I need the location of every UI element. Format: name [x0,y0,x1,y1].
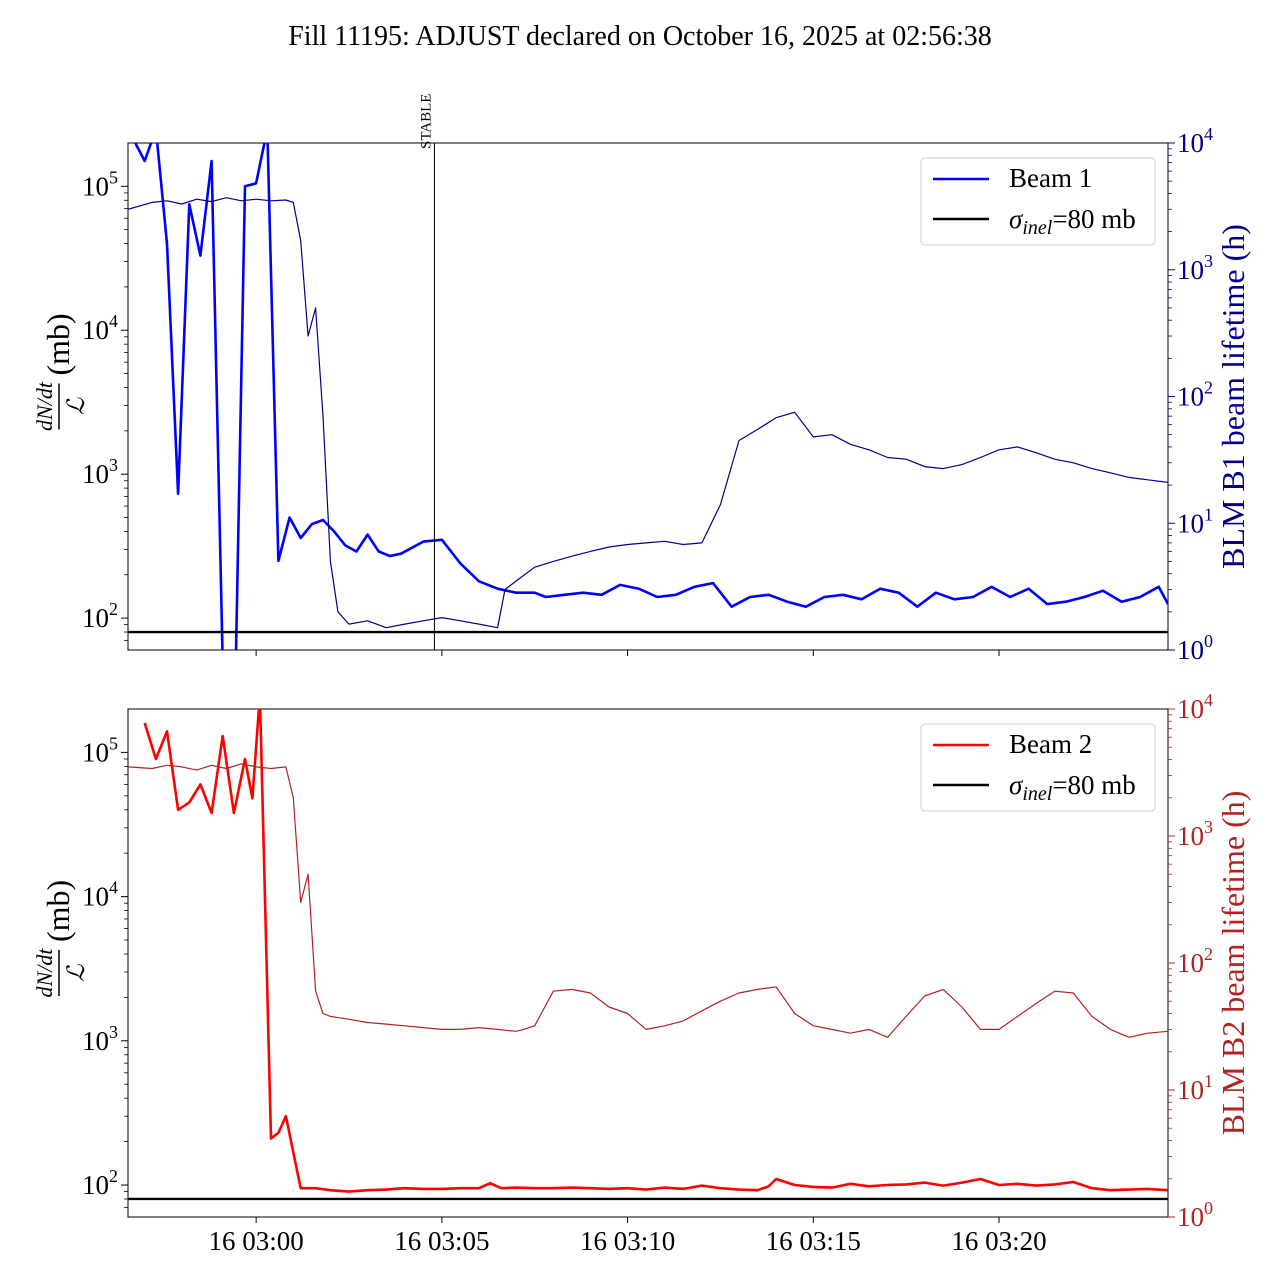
left-tick-label: 103 [82,455,118,489]
series-line-bottom [143,709,1168,1193]
ylabel-unit: (mb) [40,313,76,375]
left-tick-label: 102 [82,1166,118,1200]
series-line-top [133,143,1168,650]
right-tick-label: 104 [1177,690,1213,724]
panel-beam-2: 102 103 104 105 100 101 102 103 104 16 03:00 16 03… [32,690,1251,1256]
ylabel-fraction-denominator: ℒ [64,397,90,415]
ylabel-unit: (mb) [40,880,76,942]
ylabel-fraction-numerator: dN/dt [32,381,57,431]
plot-area [128,709,1168,1201]
right-tick-label: 100 [1177,1198,1213,1232]
right-tick-label: 102 [1177,378,1213,412]
x-tick-label: 16 03:20 [951,1226,1046,1256]
legend: Beam 2 σinel=80 mb [920,723,1156,812]
right-axis-label: BLM B1 beam lifetime (h) [1215,224,1251,569]
left-axis-label: dN/dt ℒ (mb) [32,313,90,431]
lifetime-line-top [128,197,1168,629]
right-tick-label: 101 [1177,1071,1213,1105]
lifetime-line-bottom [128,763,1168,1038]
stable-marker-label: STABLE [418,94,434,149]
right-tick-label: 102 [1177,944,1213,978]
left-tick-label: 105 [82,733,118,767]
ylabel-fraction-denominator: ℒ [64,964,90,982]
x-tick-label: 16 03:00 [209,1226,304,1256]
right-tick-label: 103 [1177,251,1213,285]
left-tick-label: 102 [82,599,118,633]
right-tick-label: 104 [1177,124,1213,158]
x-tick-label: 16 03:15 [766,1226,861,1256]
left-tick-label: 105 [82,167,118,201]
legend-label-beam: Beam 2 [1009,729,1092,759]
right-tick-label: 100 [1177,631,1213,665]
chart-title: Fill 11195: ADJUST declared on October 1… [288,21,992,52]
legend-label-sigma: σinel=80 mb [1009,770,1136,805]
legend-label-sigma: σinel=80 mb [1009,204,1136,239]
ylabel-fraction-numerator: dN/dt [32,948,57,998]
left-tick-label: 103 [82,1022,118,1056]
left-axis-label: dN/dt ℒ (mb) [32,880,90,998]
right-axis-label: BLM B2 beam lifetime (h) [1215,791,1251,1136]
legend: Beam 1 σinel=80 mb [920,157,1156,246]
right-tick-label: 103 [1177,817,1213,851]
plot-area [128,143,1168,650]
left-tick-label: 104 [82,878,118,912]
legend-label-beam: Beam 1 [1009,163,1092,193]
x-tick-label: 16 03:05 [394,1226,489,1256]
x-tick-label: 16 03:10 [580,1226,675,1256]
panel-beam-1: STABLE 102 103 104 105 100 101 102 103 104 dN/dt ℒ (… [32,94,1251,665]
right-tick-label: 101 [1177,504,1213,538]
left-tick-label: 104 [82,311,118,345]
